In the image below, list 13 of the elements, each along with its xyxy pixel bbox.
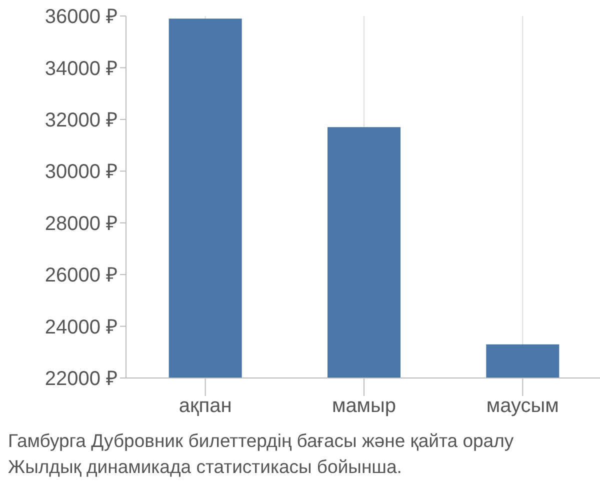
y-tick-label: 26000 ₽ [44, 264, 118, 287]
y-tick-label: 30000 ₽ [44, 161, 118, 184]
x-tick-label: маусым [486, 395, 559, 418]
y-tick-label: 28000 ₽ [44, 212, 118, 235]
y-tick-label: 24000 ₽ [44, 316, 118, 338]
y-tick-label: 36000 ₽ [44, 6, 118, 28]
x-tick-label: ақпан [178, 395, 232, 418]
text: Гамбурга Дубровник билеттердің бағасы және қайта оралу [8, 429, 515, 453]
text: Жылдық динамикада статистикасы бойынша. [8, 455, 403, 479]
y-tick-label: 32000 ₽ [44, 110, 118, 132]
y-tick-label: 22000 ₽ [44, 368, 118, 390]
y-tick-label: 34000 ₽ [44, 58, 118, 80]
x-tick-label: мамыр [332, 395, 396, 418]
